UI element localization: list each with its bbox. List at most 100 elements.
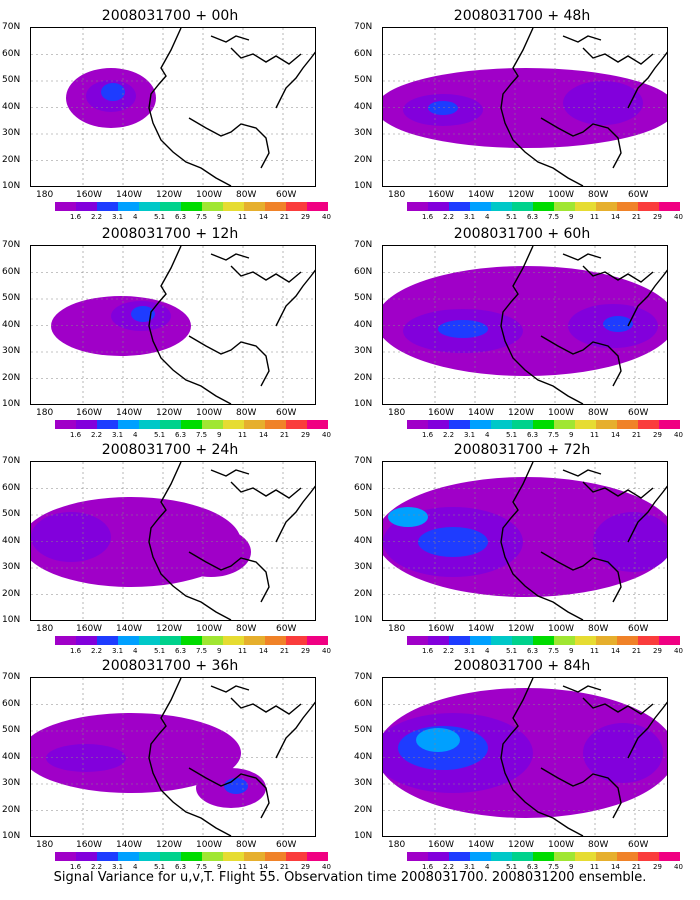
colorbar-swatch [575, 420, 596, 429]
map-panel-12h: 2008031700 + 12h 70N 60N 50N 40N 30N 20N 10N 180… [0, 220, 340, 439]
lat-label: 20N [354, 804, 373, 815]
variance-contour [416, 728, 460, 752]
panel-title: 2008031700 + 24h [101, 442, 239, 458]
lon-label: 100W [548, 190, 575, 200]
lon-label: 80W [236, 624, 257, 634]
colorbar-value: 6.3 [175, 213, 187, 221]
colorbar-swatch [160, 636, 181, 645]
map-area [382, 245, 668, 405]
lon-label: 180 [36, 840, 54, 850]
coastline [148, 462, 315, 620]
colorbar-swatch [659, 852, 680, 861]
colorbar-value: 14 [259, 863, 268, 871]
colorbar-value: 4 [133, 213, 138, 221]
colorbar-value: 3.1 [464, 431, 476, 439]
lat-label: 40N [354, 535, 373, 546]
colorbar-value: 4 [485, 863, 490, 871]
colorbar [407, 202, 680, 211]
colorbar-swatch [244, 420, 265, 429]
colorbar-swatch [286, 202, 307, 211]
colorbar-swatch [575, 852, 596, 861]
lat-label: 20N [2, 154, 21, 165]
colorbar-swatch [76, 420, 97, 429]
variance-contour [131, 306, 155, 322]
colorbar-value: 4 [485, 213, 490, 221]
colorbar-value: 1.6 [70, 647, 82, 655]
colorbar-swatch [181, 636, 202, 645]
lat-label: 40N [2, 535, 21, 546]
coastline [148, 246, 315, 404]
lat-label: 30N [354, 778, 373, 788]
colorbar-value: 7.5 [196, 863, 208, 871]
coastline [500, 28, 667, 186]
colorbar-value: 3.1 [112, 431, 124, 439]
colorbar-value: 5.1 [506, 431, 518, 439]
lat-label: 20N [354, 372, 373, 383]
map-panel-84h: 2008031700 + 84h 70N 60N 50N 40N 30N 20N 10N 180… [352, 652, 692, 871]
map-svg [31, 246, 315, 404]
colorbar-swatch [307, 202, 328, 211]
colorbar-swatch [181, 420, 202, 429]
colorbar-value: 21 [280, 647, 289, 655]
variance-contour [171, 527, 251, 577]
colorbar-swatch [139, 202, 160, 211]
lat-label: 40N [354, 319, 373, 330]
colorbar-value: 29 [301, 863, 310, 871]
colorbar-swatch [512, 202, 533, 211]
lat-label: 50N [354, 509, 373, 519]
lon-label: 120W [508, 190, 535, 200]
colorbar-swatch [139, 636, 160, 645]
colorbar-swatch [449, 420, 470, 429]
lat-label: 70N [2, 22, 21, 32]
lon-label: 140W [116, 840, 143, 850]
map-svg [31, 28, 315, 186]
colorbar-value: 9 [569, 431, 574, 439]
colorbar-value: 6.3 [175, 647, 187, 655]
colorbar-swatch [407, 852, 428, 861]
colorbar-value: 40 [322, 213, 331, 221]
colorbar-value: 1.6 [422, 431, 434, 439]
lat-label: 10N [354, 399, 373, 409]
colorbar-swatch [118, 202, 139, 211]
variance-contour [583, 723, 663, 783]
colorbar-value: 40 [322, 431, 331, 439]
coastline [500, 246, 667, 404]
variance-contour [428, 101, 458, 115]
colorbar-value: 1.6 [422, 647, 434, 655]
lon-label: 120W [156, 624, 183, 634]
lon-label: 120W [508, 408, 535, 418]
variance-contour [46, 744, 126, 772]
colorbar-value: 2.2 [443, 213, 455, 221]
lon-label: 180 [388, 624, 406, 634]
colorbar-swatch [223, 420, 244, 429]
lat-label: 40N [2, 751, 21, 762]
coastline [500, 678, 667, 836]
lat-label: 30N [354, 128, 373, 138]
lon-label: 140W [468, 190, 495, 200]
colorbar-swatch [307, 636, 328, 645]
colorbar-value: 4 [133, 431, 138, 439]
colorbar-value: 7.5 [196, 647, 208, 655]
colorbar-value: 3.1 [112, 213, 124, 221]
lat-label: 70N [354, 240, 373, 250]
colorbar-value: 5.1 [154, 431, 166, 439]
colorbar-swatch [286, 420, 307, 429]
colorbar-value: 3.1 [464, 213, 476, 221]
lat-label: 60N [2, 48, 21, 59]
lon-label: 80W [236, 190, 257, 200]
colorbar-swatch [160, 420, 181, 429]
lat-label: 10N [354, 831, 373, 841]
colorbar-value: 2.2 [443, 647, 455, 655]
colorbar-swatch [55, 202, 76, 211]
colorbar-value: 21 [632, 863, 641, 871]
coastline [500, 462, 667, 620]
lon-label: 120W [508, 840, 535, 850]
lon-label: 80W [588, 624, 609, 634]
lat-label: 50N [2, 293, 21, 303]
colorbar-swatch [265, 852, 286, 861]
lat-label: 40N [354, 751, 373, 762]
lat-label: 20N [2, 588, 21, 599]
colorbar-swatch [470, 852, 491, 861]
map-area [382, 461, 668, 621]
colorbar-swatch [428, 202, 449, 211]
